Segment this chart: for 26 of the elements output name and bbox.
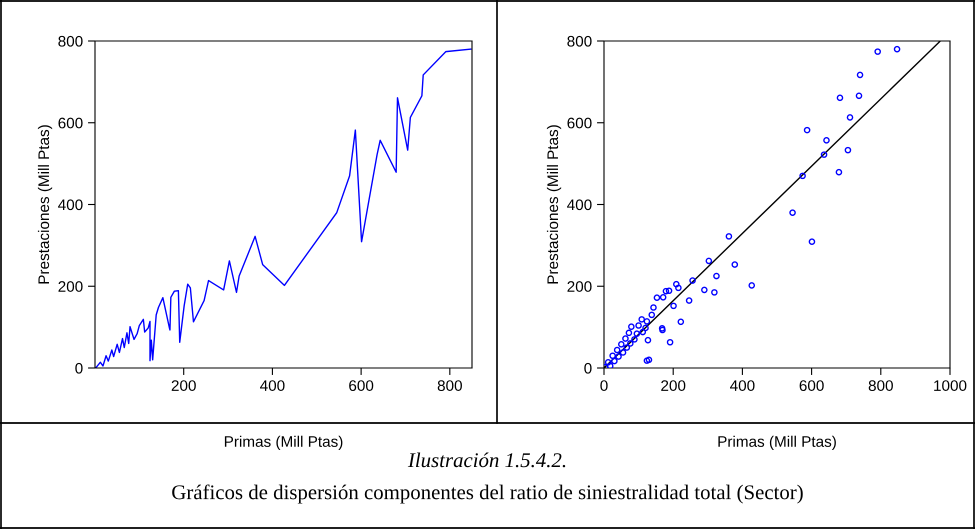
x-tick-label: 200 [172,380,196,392]
x-tick-label: 600 [349,380,374,392]
y-tick-label: 0 [584,362,592,374]
y-tick-label: 400 [58,199,83,210]
x-tick-label: 400 [260,380,285,392]
y-tick-label: 0 [75,362,83,374]
x-tick-label: 800 [868,380,893,392]
y-tick-label: 800 [567,36,592,47]
y-axis-title: Prestaciones (Mill Ptas) [546,125,562,284]
y-tick-label: 600 [58,118,83,128]
x-tick-label: 0 [600,380,608,392]
y-tick-label: 800 [58,36,83,47]
x-tick-label: 200 [661,380,686,392]
y-tick-label: 200 [58,281,83,292]
x-tick-label: 600 [800,380,824,392]
text: Gráficos de dispersión componentes del ratio de siniestralidad total (Sector) [172,484,803,504]
text: Ilustración 1.5.4.2. [408,452,566,468]
y-tick-label: 400 [567,199,592,210]
x-tick-label: 800 [438,380,462,392]
x-axis-title: Primas (Mill Ptas) [718,436,836,450]
y-tick-label: 200 [567,281,592,292]
x-tick-label: 400 [730,380,755,392]
y-tick-label: 600 [567,118,592,128]
y-axis-title: Prestaciones (Mill Ptas) [38,125,52,284]
x-axis-title: Primas (Mill Ptas) [224,436,342,450]
x-tick-label: 1000 [934,380,966,392]
